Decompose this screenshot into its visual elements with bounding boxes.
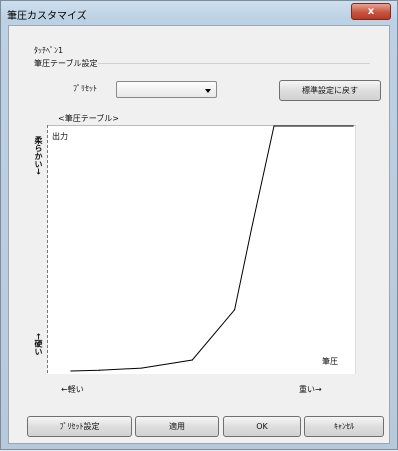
apply-button[interactable]: 適用	[135, 416, 219, 437]
preset-select[interactable]	[116, 81, 217, 98]
x-right-label: 重い→	[299, 385, 322, 394]
curve-point-3[interactable]	[191, 359, 193, 361]
pressure-curve-line	[70, 125, 353, 372]
curve-point-1[interactable]	[98, 369, 100, 371]
reset-default-button[interactable]: 標準設定に戻す	[279, 80, 381, 101]
curve-point-5[interactable]	[250, 228, 253, 230]
x-left-label: ←軽い	[61, 385, 84, 394]
window-title: 筆圧カスタマイズ	[7, 11, 87, 22]
ok-button[interactable]: OK	[223, 416, 301, 437]
group-top-border	[98, 63, 370, 64]
close-button[interactable]: x	[351, 3, 391, 20]
title-bar[interactable]: 筆圧カスタマイズ x	[1, 1, 397, 25]
curve-point-4[interactable]	[233, 309, 236, 311]
preset-settings-button[interactable]: ﾌﾟﾘｾｯﾄ設定	[27, 416, 132, 437]
curve-point-0[interactable]	[70, 370, 72, 372]
curve-point-7[interactable]	[352, 125, 354, 127]
section-title: 筆圧テーブル設定	[34, 59, 98, 68]
output-axis-label: 出力	[52, 132, 68, 141]
preset-label: ﾌﾟﾘｾｯﾄ	[73, 84, 97, 93]
curve-point-6[interactable]	[273, 125, 275, 127]
pressure-graph[interactable]	[48, 125, 356, 374]
curve-points	[70, 125, 354, 372]
device-name: ﾀｯﾁﾍﾟﾝ1	[34, 46, 64, 55]
chevron-down-icon	[205, 89, 211, 93]
y-top-label: 柔らかい→	[34, 136, 43, 175]
graph-caption: <筆圧テーブル>	[58, 114, 119, 123]
y-bottom-label: ←硬い	[34, 333, 43, 356]
curve-point-2[interactable]	[140, 367, 143, 369]
y-axis-line	[47, 125, 48, 373]
cancel-button[interactable]: ｷｬﾝｾﾙ	[304, 416, 384, 437]
pressure-axis-label: 筆圧	[322, 357, 338, 366]
